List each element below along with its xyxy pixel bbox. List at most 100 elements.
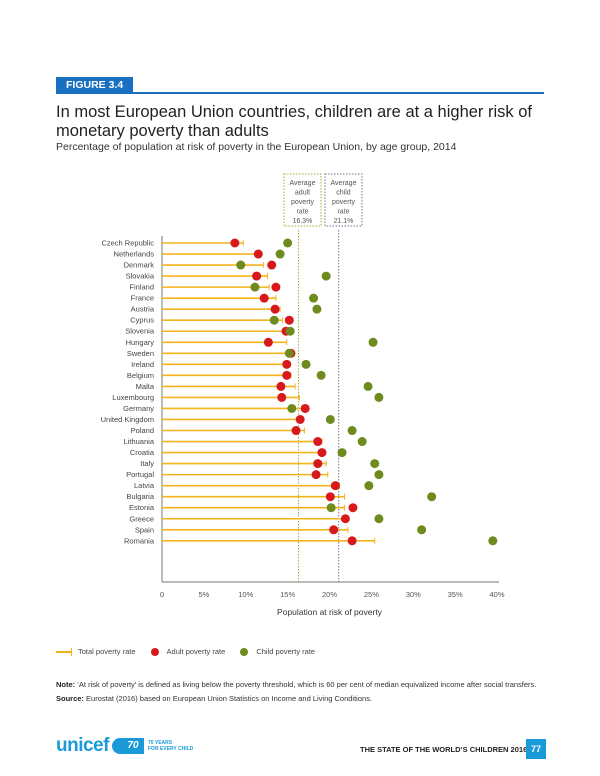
child-poverty-dot: [347, 426, 357, 436]
anniversary-line1: 70 YEARS: [148, 740, 173, 746]
x-tick-label: 20%: [322, 590, 337, 599]
adult-poverty-dot: [271, 282, 281, 292]
adult-poverty-dot: [330, 481, 340, 491]
adult-poverty-dot: [311, 470, 321, 480]
adult-poverty-dot: [252, 271, 262, 281]
adult-poverty-dot: [282, 370, 292, 380]
child-poverty-dot: [312, 304, 322, 314]
country-label: Bulgaria: [126, 492, 154, 501]
reference-label-line: 21.1%: [334, 218, 354, 225]
child-poverty-dot: [309, 293, 319, 303]
country-label: Finland: [129, 283, 154, 292]
child-poverty-dot: [363, 381, 373, 391]
x-tick-label: 40%: [489, 590, 504, 599]
country-label: Sweden: [127, 349, 154, 358]
country-label: Romania: [124, 536, 155, 545]
source: Source: Eurostat (2016) based on Europea…: [56, 694, 372, 703]
anniversary-logo: 70 70 YEARS FOR EVERY CHILD: [122, 738, 193, 754]
child-poverty-dot: [357, 437, 367, 447]
x-tick-label: 5%: [198, 590, 209, 599]
country-label: Netherlands: [114, 250, 155, 259]
child-poverty-dot: [269, 315, 279, 325]
child-poverty-dot: [285, 326, 295, 336]
country-label: Ireland: [131, 360, 154, 369]
unicef-logo: unicef: [56, 735, 128, 757]
country-label: Lithuania: [124, 437, 155, 446]
total-line-swatch: [56, 647, 72, 656]
child-poverty-dot: [287, 403, 297, 413]
country-label: Portugal: [126, 470, 154, 479]
adult-poverty-dot: [277, 392, 287, 402]
adult-poverty-dot: [263, 337, 273, 347]
country-label: United Kingdom: [101, 415, 154, 424]
unicef-wordmark: unicef: [56, 735, 109, 756]
adult-poverty-dot: [291, 426, 301, 436]
country-label: Cyprus: [130, 316, 154, 325]
x-tick-label: 30%: [406, 590, 421, 599]
child-poverty-dot: [374, 392, 384, 402]
note: Note: ‘At risk of poverty’ is defined as…: [56, 680, 536, 689]
child-poverty-dot: [374, 470, 384, 480]
x-tick-label: 35%: [448, 590, 463, 599]
adult-poverty-dot: [340, 514, 350, 524]
country-label: Malta: [136, 382, 155, 391]
child-poverty-dot: [417, 525, 427, 535]
reference-label-line: Average: [331, 180, 357, 187]
child-poverty-dot: [321, 271, 331, 281]
child-poverty-dot: [236, 260, 246, 270]
x-tick-label: 15%: [280, 590, 295, 599]
adult-poverty-dot: [230, 238, 240, 248]
reference-label-line: child: [336, 190, 351, 197]
adult-poverty-dot: [347, 536, 357, 546]
country-label: Spain: [135, 525, 154, 534]
country-label: Czech Republic: [101, 239, 154, 248]
source-label: Source:: [56, 694, 84, 703]
adult-poverty-dot: [276, 381, 286, 391]
reference-label-line: poverty: [291, 199, 314, 206]
figure-rule: [56, 92, 544, 94]
adult-poverty-dot: [267, 260, 277, 270]
country-label: Croatia: [130, 448, 155, 457]
child-poverty-dot: [488, 536, 498, 546]
adult-poverty-dot: [284, 315, 294, 325]
reference-label-box-adult: [283, 173, 322, 227]
country-label: Luxembourg: [112, 393, 154, 402]
child-poverty-dot: [374, 514, 384, 524]
x-tick-label: 25%: [364, 590, 379, 599]
anniversary-text: 70 YEARS FOR EVERY CHILD: [148, 740, 193, 752]
legend: Total poverty rate Adult poverty rate Ch…: [56, 647, 330, 656]
adult-poverty-dot: [270, 304, 280, 314]
country-label: Germany: [123, 404, 154, 413]
adult-dot-swatch: [150, 647, 159, 656]
child-poverty-dot: [370, 459, 380, 469]
figure-label: FIGURE 3.4: [56, 77, 134, 94]
country-label: Belgium: [127, 371, 154, 380]
child-poverty-dot: [301, 359, 311, 369]
adult-poverty-dot: [253, 249, 263, 259]
country-label: Estonia: [129, 503, 155, 512]
adult-poverty-dot: [313, 459, 323, 469]
country-label: Slovakia: [126, 272, 155, 281]
reference-label-line: rate: [337, 209, 349, 216]
x-tick-label: 10%: [238, 590, 253, 599]
note-label: Note:: [56, 680, 76, 689]
reference-label-line: rate: [296, 209, 308, 216]
anniversary-line2: FOR EVERY CHILD: [148, 746, 194, 752]
country-label: Slovenia: [125, 327, 155, 336]
child-poverty-dot: [427, 492, 437, 502]
country-label: Italy: [140, 459, 154, 468]
adult-poverty-dot: [313, 437, 323, 447]
source-text: Eurostat (2016) based on European Union …: [83, 694, 373, 703]
x-axis-title: Population at risk of poverty: [277, 607, 383, 617]
legend-item-adult: Adult poverty rate: [150, 647, 225, 656]
chart-title: In most European Union countries, childr…: [56, 103, 533, 140]
reference-label-line: adult: [295, 190, 310, 197]
child-poverty-dot: [364, 481, 374, 491]
country-label: Denmark: [124, 261, 155, 270]
country-label: Austria: [131, 305, 155, 314]
reference-label-line: poverty: [332, 199, 355, 206]
reference-label-line: 16.3%: [293, 218, 313, 225]
legend-label-child: Child poverty rate: [256, 647, 316, 656]
child-poverty-dot: [325, 414, 335, 424]
child-poverty-dot: [284, 348, 294, 358]
